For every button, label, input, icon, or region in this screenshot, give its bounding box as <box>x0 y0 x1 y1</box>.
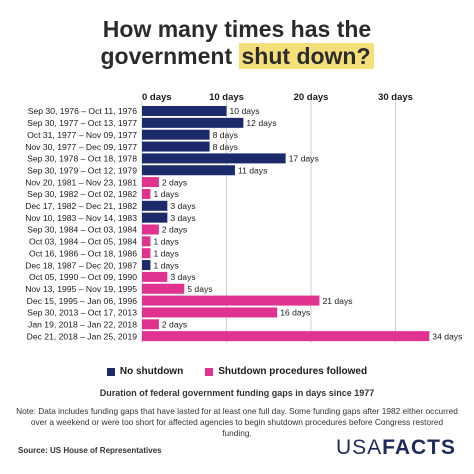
value-label: 34 days <box>432 331 462 341</box>
category-label: Oct 16, 1986 – Oct 18, 1986 <box>29 248 137 258</box>
bar <box>142 236 151 247</box>
bar <box>142 295 320 306</box>
value-label: 17 days <box>289 154 319 164</box>
chart-title: How many times has the government shut d… <box>0 16 474 70</box>
bar <box>142 106 227 116</box>
bar-chart: 0 days 10 days 20 days 30 days Sep 30, 1976 … <box>25 92 462 343</box>
value-label: 21 days <box>322 296 352 306</box>
bar <box>142 271 168 282</box>
x-tick-label: 0 days <box>142 92 172 103</box>
value-label: 8 days <box>213 142 238 152</box>
category-label: Oct 31, 1977 – Nov 09, 1977 <box>27 130 137 140</box>
legend-swatch-shutdown <box>205 367 214 376</box>
chart-caption: Duration of federal government funding g… <box>99 388 375 398</box>
category-label: Sep 30, 1982 – Oct 02, 1982 <box>27 189 137 199</box>
category-label: Jan 19, 2018 – Jan 22, 2018 <box>28 320 137 330</box>
category-label: Dec 15, 1995 – Jan 06, 1996 <box>27 296 138 306</box>
value-label: 1 days <box>153 260 178 270</box>
bar <box>142 331 430 342</box>
value-label: 16 days <box>280 308 310 318</box>
x-tick-label: 10 days <box>209 92 244 103</box>
legend-item-shutdown: Shutdown procedures followed <box>205 366 367 377</box>
category-label: Nov 13, 1995 – Nov 19, 1995 <box>25 284 137 294</box>
x-tick-label: 30 days <box>378 92 413 103</box>
chart-legend: No shutdown Shutdown procedures followed <box>0 366 474 377</box>
title-highlight: shut down? <box>238 43 374 69</box>
value-label: 3 days <box>170 272 195 282</box>
bar <box>142 177 159 188</box>
legend-swatch-no-shutdown <box>106 367 115 376</box>
value-label: 10 days <box>230 106 260 116</box>
category-label: Nov 30, 1977 – Dec 09, 1977 <box>25 142 137 152</box>
category-label: Sep 30, 1984 – Oct 03, 1984 <box>27 225 137 235</box>
value-label: 3 days <box>170 213 195 223</box>
value-label: 2 days <box>162 225 187 235</box>
category-label: Dec 18, 1987 – Dec 20, 1987 <box>25 260 137 270</box>
bar <box>142 153 286 164</box>
logo-usa: USA <box>335 436 383 459</box>
category-label: Sep 30, 1976 – Oct 11, 1976 <box>28 106 137 116</box>
title-line-2: government shut down? <box>0 43 474 70</box>
category-label: Dec 17, 1982 – Dec 21, 1982 <box>25 201 137 211</box>
chart-note: Note: Data includes funding gaps that ha… <box>16 406 458 438</box>
category-label: Sep 30, 1977 – Oct 13, 1977 <box>27 118 137 128</box>
value-label: 1 days <box>153 248 178 258</box>
bar <box>142 224 159 235</box>
value-label: 2 days <box>162 320 187 330</box>
bar <box>142 141 210 152</box>
value-label: 11 days <box>238 165 267 175</box>
category-label: Oct 03, 1984 – Oct 05, 1984 <box>29 237 137 247</box>
source-text: Source: US House of Representatives <box>18 446 162 455</box>
bar <box>142 200 168 211</box>
bar <box>142 117 244 128</box>
value-label: 12 days <box>246 118 276 128</box>
value-label: 1 days <box>153 237 178 247</box>
category-label: Oct 05, 1990 – Oct 09, 1990 <box>29 272 137 282</box>
legend-label-no-shutdown: No shutdown <box>119 366 184 377</box>
bar <box>142 283 185 294</box>
value-label: 5 days <box>187 284 212 294</box>
bar <box>142 165 235 176</box>
category-label: Nov 10, 1983 – Nov 14, 1983 <box>25 213 137 223</box>
bar <box>142 319 159 330</box>
bar <box>142 129 210 140</box>
bar <box>142 307 278 318</box>
legend-item-no-shutdown: No shutdown <box>106 366 184 377</box>
bar <box>142 248 151 259</box>
bar <box>142 188 151 199</box>
x-tick-label: 20 days <box>294 92 329 103</box>
bar <box>142 260 151 271</box>
legend-label-shutdown: Shutdown procedures followed <box>218 366 368 377</box>
category-label: Sep 30, 1978 – Oct 18, 1978 <box>27 154 137 164</box>
category-label: Dec 21, 2018 – Jan 25, 2019 <box>27 331 138 341</box>
category-label: Sep 30, 1979 – Oct 12, 1979 <box>27 165 137 175</box>
title-line-1: How many times has the <box>102 16 372 42</box>
value-label: 1 days <box>153 189 178 199</box>
bar <box>142 212 168 223</box>
category-label: Sep 30, 2013 – Oct 17, 2013 <box>27 308 137 318</box>
value-label: 8 days <box>213 130 238 140</box>
category-label: Nov 20, 1981 – Nov 23, 1981 <box>25 177 137 187</box>
value-label: 3 days <box>170 201 195 211</box>
usafacts-logo: USAFACTS <box>336 436 456 460</box>
value-label: 2 days <box>162 177 187 187</box>
title-line-2-prefix: government <box>100 43 239 69</box>
logo-facts: FACTS <box>382 436 456 459</box>
